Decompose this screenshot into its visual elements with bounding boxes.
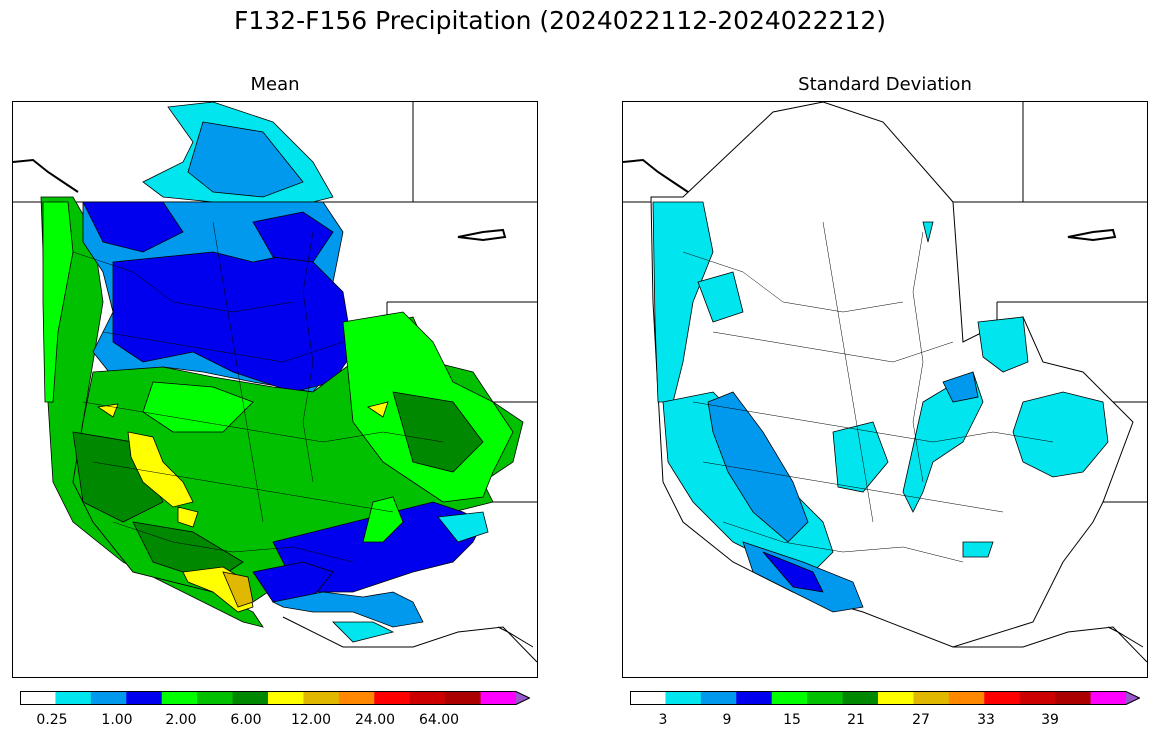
mean-colorbar-tick-label: 2.00: [165, 712, 197, 728]
stddev-colorbar-tick-label: 15: [783, 712, 801, 728]
stddev-colorbar-tick-label: 33: [977, 712, 995, 728]
colorbar-segment: [948, 691, 985, 705]
stddev-colorbar-tick-label: 27: [912, 712, 930, 728]
figure-title: F132-F156 Precipitation (2024022112-2024…: [233, 6, 886, 35]
domain-outline: [650, 102, 1134, 648]
colorbar-extend-arrow: [1126, 691, 1140, 705]
colorbar-segment: [736, 691, 773, 705]
stddev-colorbar-svg: [630, 691, 1141, 705]
mean-colorbar-svg: [20, 691, 531, 705]
colorbar-segment: [480, 691, 517, 705]
mean-colorbar-tick-label: 0.25: [36, 712, 68, 728]
coastline-north: [623, 158, 689, 193]
colorbar-segment: [842, 691, 879, 705]
colorbar-extend-arrow: [516, 691, 530, 705]
colorbar-segment: [700, 691, 737, 705]
stddev-colorbar-tick-label: 3: [658, 712, 668, 728]
basin-lines: [682, 221, 1054, 563]
stddev-colorbar-tick-label: 21: [847, 712, 865, 728]
colorbar-segment: [338, 691, 375, 705]
colorbar-segment: [20, 691, 56, 705]
basin-lines: [72, 221, 444, 563]
colorbar-outline: [20, 691, 531, 705]
colorbar-segment: [771, 691, 808, 705]
colorbar-segment: [1090, 691, 1127, 705]
colorbar-segment: [55, 691, 92, 705]
colorbar-segment: [126, 691, 163, 705]
colorbar-outline: [630, 691, 1141, 705]
lake-outline: [457, 228, 507, 242]
stddev-colorbar-tick-label: 39: [1041, 712, 1059, 728]
colorbar-segment: [1055, 691, 1092, 705]
precip-regions: [40, 102, 524, 643]
colorbar-segment: [1019, 691, 1056, 705]
stddev-regions: [652, 201, 1109, 613]
stddev-panel-title: Standard Deviation: [798, 74, 972, 95]
colorbar-segment: [197, 691, 234, 705]
colorbar-segment: [878, 691, 914, 705]
mean-colorbar-tick-label: 64.00: [418, 712, 460, 728]
mean-colorbar-tick-label: 12.00: [290, 712, 332, 728]
colorbar-segment: [984, 691, 1021, 705]
colorbar-segment: [90, 691, 127, 705]
mean-map[interactable]: [12, 101, 538, 678]
colorbar-segment: [232, 691, 269, 705]
colorbar-segment: [161, 691, 198, 705]
colorbar-segment: [303, 691, 340, 705]
colorbar-segment: [630, 691, 666, 705]
mean-colorbar-tick-label: 1.00: [101, 712, 133, 728]
colorbar-segment: [374, 691, 411, 705]
stddev-colorbar: [630, 690, 1141, 705]
mean-colorbar-tick-label: 6.00: [230, 712, 262, 728]
mean-map-svg: [13, 102, 537, 663]
mean-colorbar-tick-label: 24.00: [354, 712, 396, 728]
colorbar-segment: [807, 691, 844, 705]
colorbar-segment: [913, 691, 950, 705]
stddev-colorbar-tick-label: 9: [722, 712, 732, 728]
colorbar-segment: [409, 691, 446, 705]
coastline-north: [13, 158, 79, 193]
mean-colorbar: [20, 690, 531, 705]
colorbar-segment: [665, 691, 702, 705]
stddev-map-svg: [623, 102, 1147, 663]
stddev-map[interactable]: [622, 101, 1148, 678]
colorbar-segment: [268, 691, 304, 705]
mean-panel-title: Mean: [250, 74, 300, 95]
colorbar-segment: [445, 691, 482, 705]
lake-outline: [1067, 228, 1117, 242]
